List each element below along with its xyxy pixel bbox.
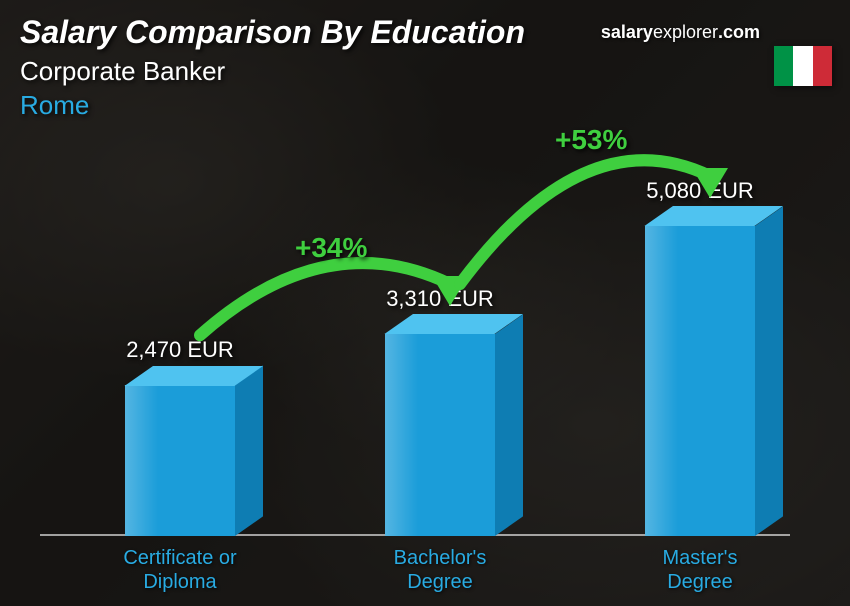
site-prefix: salary <box>601 22 653 42</box>
chart-title: Salary Comparison By Education <box>20 14 525 51</box>
flag-stripe-white <box>793 46 812 86</box>
flag-stripe-red <box>813 46 832 86</box>
site-suffix: explorer <box>653 22 718 42</box>
chart-subtitle: Corporate Banker <box>20 56 225 87</box>
italy-flag-icon <box>774 46 832 86</box>
bar-chart: Certificate orDiploma2,470 EURBachelor's… <box>40 140 790 594</box>
percent-increase-label: +53% <box>555 124 627 156</box>
site-domain: .com <box>718 22 760 42</box>
increase-arrow-icon <box>40 140 790 594</box>
flag-stripe-green <box>774 46 793 86</box>
chart-location: Rome <box>20 90 89 121</box>
content-layer: Salary Comparison By Education Corporate… <box>0 0 850 606</box>
site-watermark: salaryexplorer.com <box>601 22 760 43</box>
